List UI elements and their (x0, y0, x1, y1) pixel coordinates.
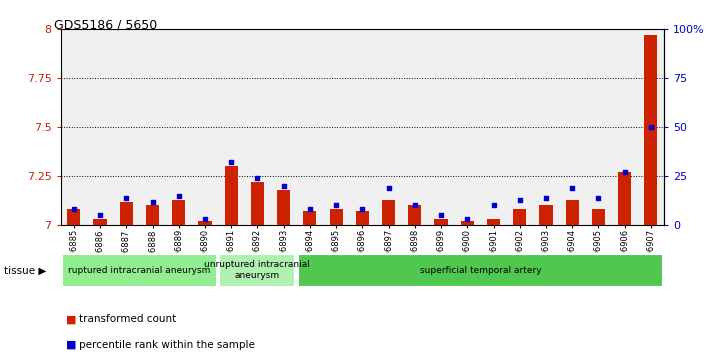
Text: percentile rank within the sample: percentile rank within the sample (79, 340, 254, 350)
Point (173, 193, 184, 199)
Bar (330, 209, 343, 225)
Bar (461, 221, 474, 225)
Point (356, 207, 368, 212)
Bar (146, 205, 159, 225)
Point (226, 159, 237, 165)
Point (566, 185, 578, 191)
Bar (120, 201, 133, 225)
Bar (198, 221, 211, 225)
Point (331, 203, 342, 208)
Bar (513, 209, 526, 225)
Point (540, 195, 552, 200)
Text: unruptured intracranial
aneurysm: unruptured intracranial aneurysm (204, 260, 311, 281)
Bar (303, 211, 316, 225)
Bar (67, 209, 81, 225)
Point (252, 175, 263, 181)
Point (488, 203, 499, 208)
Bar (565, 200, 579, 225)
Text: ■: ■ (66, 340, 76, 350)
Text: GDS5186 / 5650: GDS5186 / 5650 (54, 18, 157, 31)
Bar (487, 219, 500, 225)
Point (121, 195, 132, 200)
Point (199, 216, 211, 222)
Text: tissue ▶: tissue ▶ (4, 265, 46, 276)
Point (593, 195, 604, 200)
Bar (618, 172, 631, 225)
Point (94, 212, 106, 218)
Bar (408, 205, 421, 225)
Bar (435, 219, 448, 225)
FancyBboxPatch shape (219, 254, 296, 287)
Bar (382, 200, 395, 225)
Point (461, 216, 473, 222)
Point (278, 183, 289, 189)
Point (409, 203, 421, 208)
Bar (592, 209, 605, 225)
Point (514, 197, 526, 203)
FancyBboxPatch shape (62, 254, 217, 287)
Point (68, 207, 79, 212)
Point (436, 212, 447, 218)
Point (147, 199, 159, 204)
Text: ■: ■ (66, 314, 76, 325)
Text: superficial temporal artery: superficial temporal artery (420, 266, 541, 275)
Point (304, 207, 316, 212)
FancyBboxPatch shape (298, 254, 663, 287)
Bar (644, 35, 658, 225)
Bar (356, 211, 369, 225)
Text: transformed count: transformed count (79, 314, 176, 325)
Point (383, 185, 394, 191)
Bar (251, 182, 264, 225)
Bar (172, 200, 186, 225)
Point (619, 169, 630, 175)
Bar (539, 205, 553, 225)
Bar (225, 166, 238, 225)
Bar (94, 219, 106, 225)
Text: ruptured intracranial aneurysm: ruptured intracranial aneurysm (69, 266, 211, 275)
Point (645, 124, 657, 130)
Bar (277, 190, 290, 225)
